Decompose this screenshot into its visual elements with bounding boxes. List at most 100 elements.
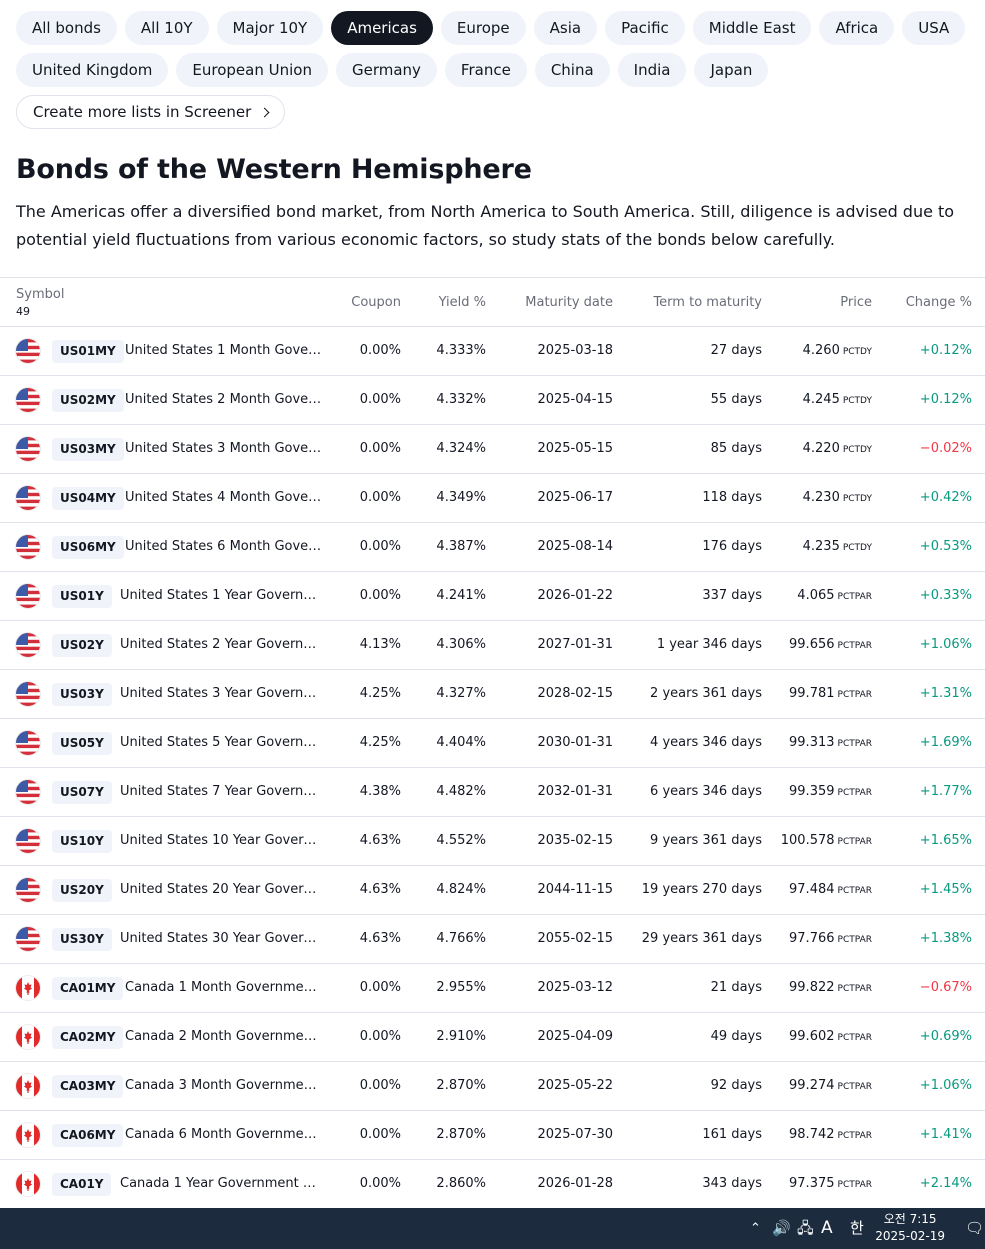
chip-europe[interactable]: Europe	[440, 11, 526, 45]
chip-united-kingdom[interactable]: United Kingdom	[16, 53, 169, 87]
table-row[interactable]: US01Y United States 1 Year Government Bon…	[0, 572, 985, 621]
table-row[interactable]: US03Y United States 3 Year Government Bon…	[0, 670, 985, 719]
table-row[interactable]: CA01Y Canada 1 Year Government Bond 0.00% 2…	[0, 1160, 985, 1209]
bond-name[interactable]: Canada 1 Year Government Bond	[120, 1176, 318, 1191]
bond-name[interactable]: Canada 6 Month Government Bond	[125, 1127, 323, 1142]
bond-name[interactable]: United States 3 Year Government Bond	[120, 686, 318, 701]
bond-ticker[interactable]: US01MY	[52, 340, 124, 363]
bond-name[interactable]: United States 6 Month Government Bond	[125, 539, 323, 554]
price-value: 4.260 PCTDY	[803, 327, 872, 376]
bond-ticker[interactable]: US02Y	[52, 634, 112, 657]
bond-ticker[interactable]: US02MY	[52, 389, 124, 412]
bond-ticker[interactable]: US03Y	[52, 683, 112, 706]
coupon-value: 0.00%	[359, 441, 401, 456]
bond-ticker[interactable]: CA01MY	[52, 977, 124, 1000]
header-coupon[interactable]: Coupon	[351, 295, 401, 310]
bond-ticker[interactable]: US30Y	[52, 928, 112, 951]
bond-name[interactable]: United States 30 Year Government Bond	[120, 931, 318, 946]
bond-ticker[interactable]: CA06MY	[52, 1124, 124, 1147]
chip-all-bonds[interactable]: All bonds	[16, 11, 117, 45]
screener-link-button[interactable]: Create more lists in Screener	[16, 95, 286, 129]
bond-ticker[interactable]: US01Y	[52, 585, 112, 608]
notification-icon[interactable]: 🗨	[965, 1219, 985, 1237]
term-to-maturity-value: 1 year 346 days	[656, 637, 762, 652]
table-row[interactable]: US20Y United States 20 Year Government Bo…	[0, 866, 985, 915]
windows-taskbar: ⌃ 🔊 🖧 A 한 오전 7:15 2025-02-19 🗨	[0, 1208, 985, 1249]
header-symbol[interactable]: Symbol	[16, 287, 65, 302]
bond-ticker[interactable]: US07Y	[52, 781, 112, 804]
chip-european-union[interactable]: European Union	[176, 53, 328, 87]
ca-flag-icon	[16, 1074, 40, 1098]
bond-name[interactable]: United States 2 Year Government Bond	[120, 637, 318, 652]
chip-middle-east[interactable]: Middle East	[692, 11, 812, 45]
bond-name[interactable]: United States 5 Year Government Bond	[120, 735, 318, 750]
table-row[interactable]: US05Y United States 5 Year Government Bon…	[0, 719, 985, 768]
bond-name[interactable]: United States 2 Month Government Bond	[125, 392, 323, 407]
bond-name[interactable]: Canada 3 Month Government Bond	[125, 1078, 323, 1093]
bond-name[interactable]: United States 4 Month Government Bond	[125, 490, 323, 505]
bond-name[interactable]: United States 1 Year Government Bond	[120, 588, 318, 603]
chip-americas[interactable]: Americas	[331, 11, 433, 45]
bond-name[interactable]: United States 20 Year Government Bond	[120, 882, 318, 897]
header-change[interactable]: Change %	[905, 295, 972, 310]
table-row[interactable]: US30Y United States 30 Year Government Bo…	[0, 915, 985, 964]
change-value: +1.06%	[919, 1078, 972, 1093]
chip-india[interactable]: India	[617, 53, 687, 87]
term-to-maturity-value: 118 days	[702, 490, 762, 505]
header-price[interactable]: Price	[840, 295, 872, 310]
bond-name[interactable]: Canada 2 Month Government Bond	[125, 1029, 323, 1044]
chip-china[interactable]: China	[534, 53, 610, 87]
bond-name[interactable]: United States 7 Year Government Bond	[120, 784, 318, 799]
bond-name[interactable]: United States 1 Month Government Bond	[125, 343, 323, 358]
bond-ticker[interactable]: US06MY	[52, 536, 124, 559]
price-value: 100.578 PCTPAR	[781, 817, 872, 866]
ca-flag-icon	[16, 1123, 40, 1147]
header-term-to-maturity[interactable]: Term to maturity	[653, 295, 762, 310]
chip-pacific[interactable]: Pacific	[605, 11, 685, 45]
bond-name[interactable]: United States 3 Month Government Bond	[125, 441, 323, 456]
coupon-value: 4.63%	[359, 931, 401, 946]
bond-ticker[interactable]: US04MY	[52, 487, 124, 510]
price-value: 4.220 PCTDY	[803, 425, 872, 474]
bond-name[interactable]: Canada 1 Month Government Bond	[125, 980, 323, 995]
chip-africa[interactable]: Africa	[819, 11, 895, 45]
bond-ticker[interactable]: CA03MY	[52, 1075, 124, 1098]
language-indicator[interactable]: 한	[850, 1219, 864, 1237]
header-maturity-date[interactable]: Maturity date	[525, 295, 613, 310]
chip-asia[interactable]: Asia	[533, 11, 598, 45]
header-yield[interactable]: Yield %	[438, 295, 486, 310]
chip-japan[interactable]: Japan	[694, 53, 769, 87]
bond-ticker[interactable]: US10Y	[52, 830, 112, 853]
table-row[interactable]: US07Y United States 7 Year Government Bon…	[0, 768, 985, 817]
term-to-maturity-value: 29 years 361 days	[641, 931, 762, 946]
speaker-icon[interactable]: 🔊	[772, 1219, 791, 1237]
chip-all-10y[interactable]: All 10Y	[124, 11, 209, 45]
bond-ticker[interactable]: CA02MY	[52, 1026, 124, 1049]
bond-ticker[interactable]: US20Y	[52, 879, 112, 902]
bond-ticker[interactable]: US03MY	[52, 438, 124, 461]
maturity-date-value: 2025-04-09	[537, 1029, 613, 1044]
chip-germany[interactable]: Germany	[335, 53, 437, 87]
bond-name[interactable]: United States 10 Year Government Bond	[120, 833, 318, 848]
taskbar-clock[interactable]: 오전 7:15 2025-02-19	[875, 1211, 945, 1245]
bond-ticker[interactable]: US05Y	[52, 732, 112, 755]
chip-usa[interactable]: USA	[902, 11, 966, 45]
chip-major-10y[interactable]: Major 10Y	[216, 11, 324, 45]
network-icon[interactable]: 🖧	[797, 1219, 814, 1237]
table-row[interactable]: US10Y United States 10 Year Government Bo…	[0, 817, 985, 866]
chevron-up-icon[interactable]: ⌃	[750, 1221, 761, 1236]
change-value: +1.06%	[919, 637, 972, 652]
table-row[interactable]: US02Y United States 2 Year Government Bon…	[0, 621, 985, 670]
ime-mode-indicator[interactable]: A	[821, 1218, 833, 1238]
bond-ticker[interactable]: CA01Y	[52, 1173, 112, 1196]
chip-france[interactable]: France	[444, 53, 527, 87]
